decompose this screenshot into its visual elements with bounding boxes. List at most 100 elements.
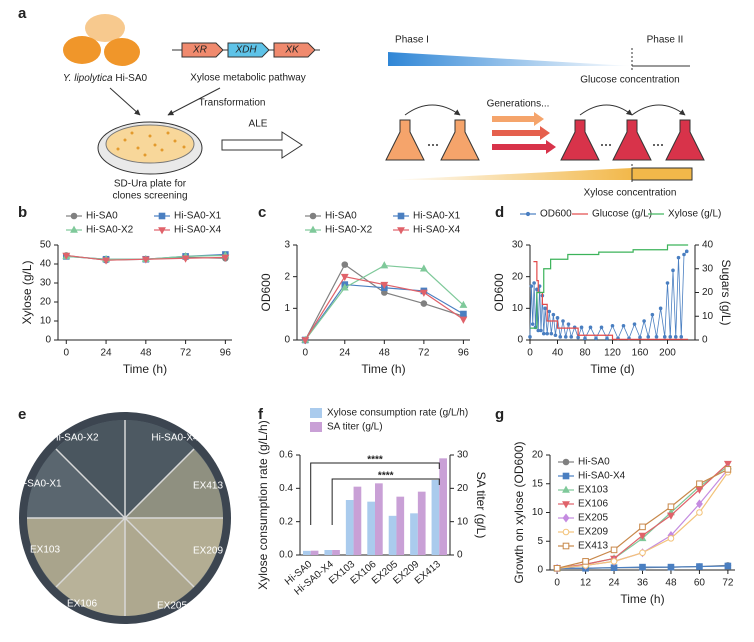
legend-label: Hi-SA0-X4 xyxy=(174,225,222,236)
x-tick-label: 0 xyxy=(527,348,533,359)
legend-label: EX103 xyxy=(578,485,608,496)
legend-marker xyxy=(562,501,570,509)
x-tick-label: 72 xyxy=(180,348,192,359)
gene xyxy=(181,42,224,58)
y-tick-label: 0.2 xyxy=(279,516,293,527)
y-tick-label: 10 xyxy=(40,316,52,327)
transformation-label: Transformation xyxy=(199,98,266,109)
legend-marker xyxy=(70,225,78,233)
yeast-cell xyxy=(85,14,125,42)
gene-label: XDH xyxy=(234,45,257,56)
marker xyxy=(380,281,389,289)
marker xyxy=(695,486,704,494)
marker xyxy=(676,255,681,260)
legend-marker xyxy=(158,227,166,235)
x-tick-label: 48 xyxy=(140,348,152,359)
arrow xyxy=(109,87,141,116)
gene xyxy=(273,42,316,58)
marker xyxy=(658,306,663,311)
marker xyxy=(547,309,552,314)
legend-marker xyxy=(309,212,317,220)
series-line xyxy=(530,244,689,329)
y-tick-label: 0 xyxy=(537,565,543,576)
marker xyxy=(638,532,647,540)
plate-label: Hi-SA0-X1 xyxy=(14,479,62,490)
marker xyxy=(561,319,565,323)
panel-label: g xyxy=(495,406,504,423)
generation-arrow xyxy=(492,126,550,140)
panel-label: e xyxy=(18,406,26,423)
plate-label: EX205 xyxy=(157,601,187,612)
marker xyxy=(671,268,675,273)
marker xyxy=(419,289,428,297)
y2-tick-label: 0 xyxy=(457,550,463,561)
xylose-block xyxy=(631,167,693,181)
marker xyxy=(528,335,532,339)
y-axis-title: Growth on xylose (OD600) xyxy=(512,441,526,583)
y2-tick-label: 10 xyxy=(702,311,714,322)
y-tick-label: 20 xyxy=(512,271,524,282)
marker xyxy=(529,284,534,288)
marker xyxy=(566,322,571,326)
x-tick-label: 36 xyxy=(637,578,649,589)
plate-label: Hi-SA0-X2 xyxy=(51,433,99,444)
marker xyxy=(555,316,560,320)
x-tick-label: 48 xyxy=(665,578,677,589)
marker xyxy=(459,300,468,308)
generations-label: Generations... xyxy=(487,99,550,110)
legend-label: EX205 xyxy=(578,513,608,524)
legend-label: Xylose consumption rate (g/L/h) xyxy=(327,408,468,419)
bar xyxy=(417,491,426,555)
x-tick-label: 0 xyxy=(302,348,308,359)
gene-label: XR xyxy=(192,45,207,56)
x-axis-title: Time (h) xyxy=(123,362,167,376)
legend-label: Hi-SA0-X1 xyxy=(174,211,222,222)
x-tick-label: 72 xyxy=(722,578,734,589)
x-tick-label: 48 xyxy=(379,348,391,359)
x-tick-label: 60 xyxy=(694,578,706,589)
x-tick-label: 12 xyxy=(580,578,592,589)
marker xyxy=(340,273,349,282)
yeast-cell xyxy=(63,36,101,64)
marker xyxy=(539,328,543,333)
y-tick-label: 2 xyxy=(284,271,290,282)
marker xyxy=(558,335,563,339)
y2-tick-label: 20 xyxy=(457,483,469,494)
marker xyxy=(221,254,230,262)
marker xyxy=(679,335,684,339)
flasks xyxy=(385,104,705,161)
legend-marker xyxy=(397,227,405,235)
legend-label: Hi-SA0-X4 xyxy=(413,225,461,236)
marker xyxy=(639,523,646,531)
marker xyxy=(301,337,310,345)
ellipsis xyxy=(428,144,663,146)
bar xyxy=(431,480,440,555)
bar xyxy=(375,483,383,555)
legend-label: Hi-SA0 xyxy=(578,457,610,468)
y2-axis-title: SA titer (g/L) xyxy=(474,472,488,539)
bar xyxy=(353,486,362,555)
y2-tick-label: 10 xyxy=(457,516,469,527)
marker xyxy=(569,335,574,339)
y2-tick-label: 30 xyxy=(457,450,469,461)
marker xyxy=(459,316,468,324)
y-axis-title: Xylose (g/L) xyxy=(20,260,34,324)
x-tick-label: 0 xyxy=(64,348,70,359)
legend-swatch xyxy=(310,408,322,418)
y-tick-label: 0 xyxy=(284,335,290,346)
marker xyxy=(650,312,655,317)
y-tick-label: 50 xyxy=(40,240,52,251)
plate-label: SD-Ura plate for xyxy=(114,179,187,190)
y-tick-label: 15 xyxy=(532,478,544,489)
plate-label: Hi-SA0-X4 xyxy=(151,433,199,444)
marker xyxy=(582,558,589,565)
marker xyxy=(536,328,541,333)
marker xyxy=(583,336,587,341)
y-tick-label: 30 xyxy=(40,278,52,289)
marker xyxy=(695,499,703,509)
y-tick-label: 0.4 xyxy=(279,483,293,494)
marker xyxy=(724,562,732,570)
bar xyxy=(396,496,405,555)
y-axis-title: OD600 xyxy=(492,273,506,311)
x-tick-label: 160 xyxy=(632,348,649,359)
